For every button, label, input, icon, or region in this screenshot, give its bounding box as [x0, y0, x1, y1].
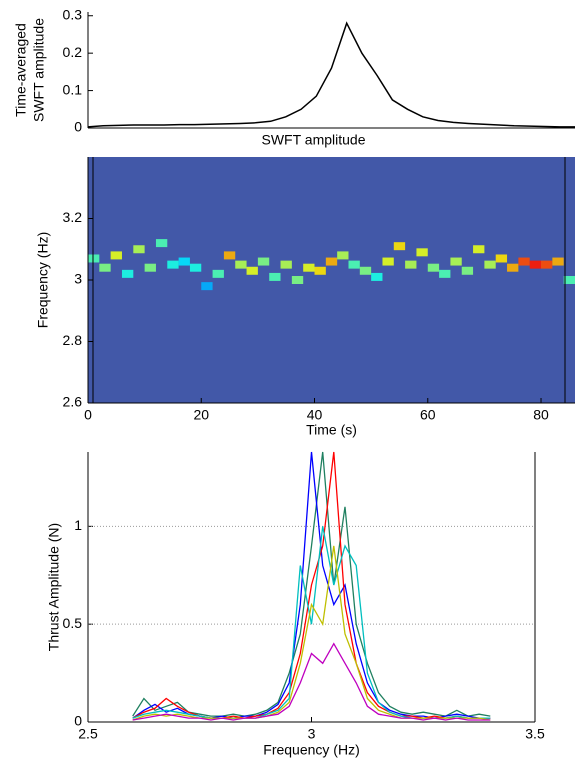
y-tick-label: 2.6 — [63, 394, 83, 410]
series-line — [87, 21, 575, 128]
y-tick-label: 1 — [74, 517, 82, 533]
heatmap-cell — [110, 251, 122, 260]
heatmap-cell — [303, 263, 315, 272]
heatmap-cell — [495, 254, 508, 263]
x-tick-label: 20 — [193, 407, 209, 423]
x-axis-label: Frequency (Hz) — [263, 742, 359, 758]
x-tick-label: 3 — [308, 726, 316, 742]
heatmap-cell — [439, 269, 451, 278]
x-tick-label: 60 — [420, 407, 436, 423]
y-tick-label: 0.5 — [63, 615, 83, 631]
series-line — [132, 451, 491, 719]
y-axis-label: SWFT amplitude — [31, 18, 47, 122]
series-line — [132, 526, 491, 719]
series-line — [132, 545, 491, 721]
y-tick-label: 3 — [74, 271, 82, 287]
heatmap-cell — [405, 260, 417, 269]
x-tick-label: 2.5 — [78, 726, 98, 742]
heatmap-cell — [99, 263, 111, 272]
y-tick-label: 0.2 — [63, 44, 83, 60]
heatmap-cell — [314, 266, 326, 275]
x-axis-label: SWFT amplitude — [262, 132, 366, 148]
x-axis-label: Time (s) — [306, 422, 357, 438]
heatmap-cell — [359, 266, 372, 275]
heatmap-cell — [246, 266, 258, 275]
y-axis-label: Frequency (Hz) — [35, 232, 51, 328]
heatmap-cell — [371, 272, 383, 281]
heatmap-cell — [427, 263, 440, 272]
y-tick-label: 0 — [74, 119, 82, 135]
x-tick-label: 0 — [84, 407, 92, 423]
y-axis-label: Thrust Amplitude (N) — [46, 523, 62, 651]
heatmap-cell — [133, 245, 145, 254]
heatmap-cell — [144, 263, 156, 272]
heatmap-cell — [518, 257, 530, 266]
heatmap-cell — [189, 263, 202, 272]
y-tick-label: 0.3 — [63, 6, 83, 22]
heatmap-cell — [461, 266, 474, 275]
heatmap-cell — [348, 260, 360, 269]
heatmap-cell — [382, 257, 394, 266]
heatmap-cell — [88, 254, 100, 263]
x-tick-label: 3.5 — [525, 726, 545, 742]
heatmap-cell — [563, 276, 575, 284]
heatmap-cell — [529, 260, 542, 269]
heatmap-cell — [507, 263, 519, 272]
heatmap-cell — [280, 260, 292, 269]
y-tick-label: 0.1 — [63, 81, 83, 97]
y-tick-label: 2.8 — [63, 332, 83, 348]
heatmap-cell — [393, 242, 406, 251]
heatmap-cell — [257, 257, 270, 266]
heatmap-cell — [155, 239, 168, 248]
y-axis-label: Time-averaged — [13, 23, 29, 117]
heatmap-background — [88, 157, 575, 403]
y-tick-label: 3.2 — [63, 209, 83, 225]
heatmap-cell — [450, 257, 462, 266]
x-tick-label: 40 — [307, 407, 323, 423]
x-tick-label: 80 — [533, 407, 549, 423]
heatmap-cell — [552, 257, 564, 266]
heatmap-cell — [325, 257, 338, 266]
heatmap-cell — [201, 282, 213, 291]
heatmap-cell — [337, 251, 349, 260]
heatmap-cell — [167, 260, 179, 269]
heatmap-cell — [121, 269, 134, 278]
heatmap-cell — [223, 251, 236, 260]
heatmap-cell — [235, 260, 247, 269]
heatmap-cell — [484, 260, 496, 269]
heatmap-cell — [178, 257, 190, 266]
y-tick-label: 0 — [74, 713, 82, 729]
heatmap-cell — [473, 245, 485, 254]
heatmap-cell — [416, 248, 428, 257]
series-line — [132, 642, 491, 721]
heatmap-cell — [291, 276, 304, 284]
heatmap-cell — [541, 260, 553, 269]
heatmap-cell — [212, 269, 224, 278]
heatmap-cell — [269, 272, 281, 281]
